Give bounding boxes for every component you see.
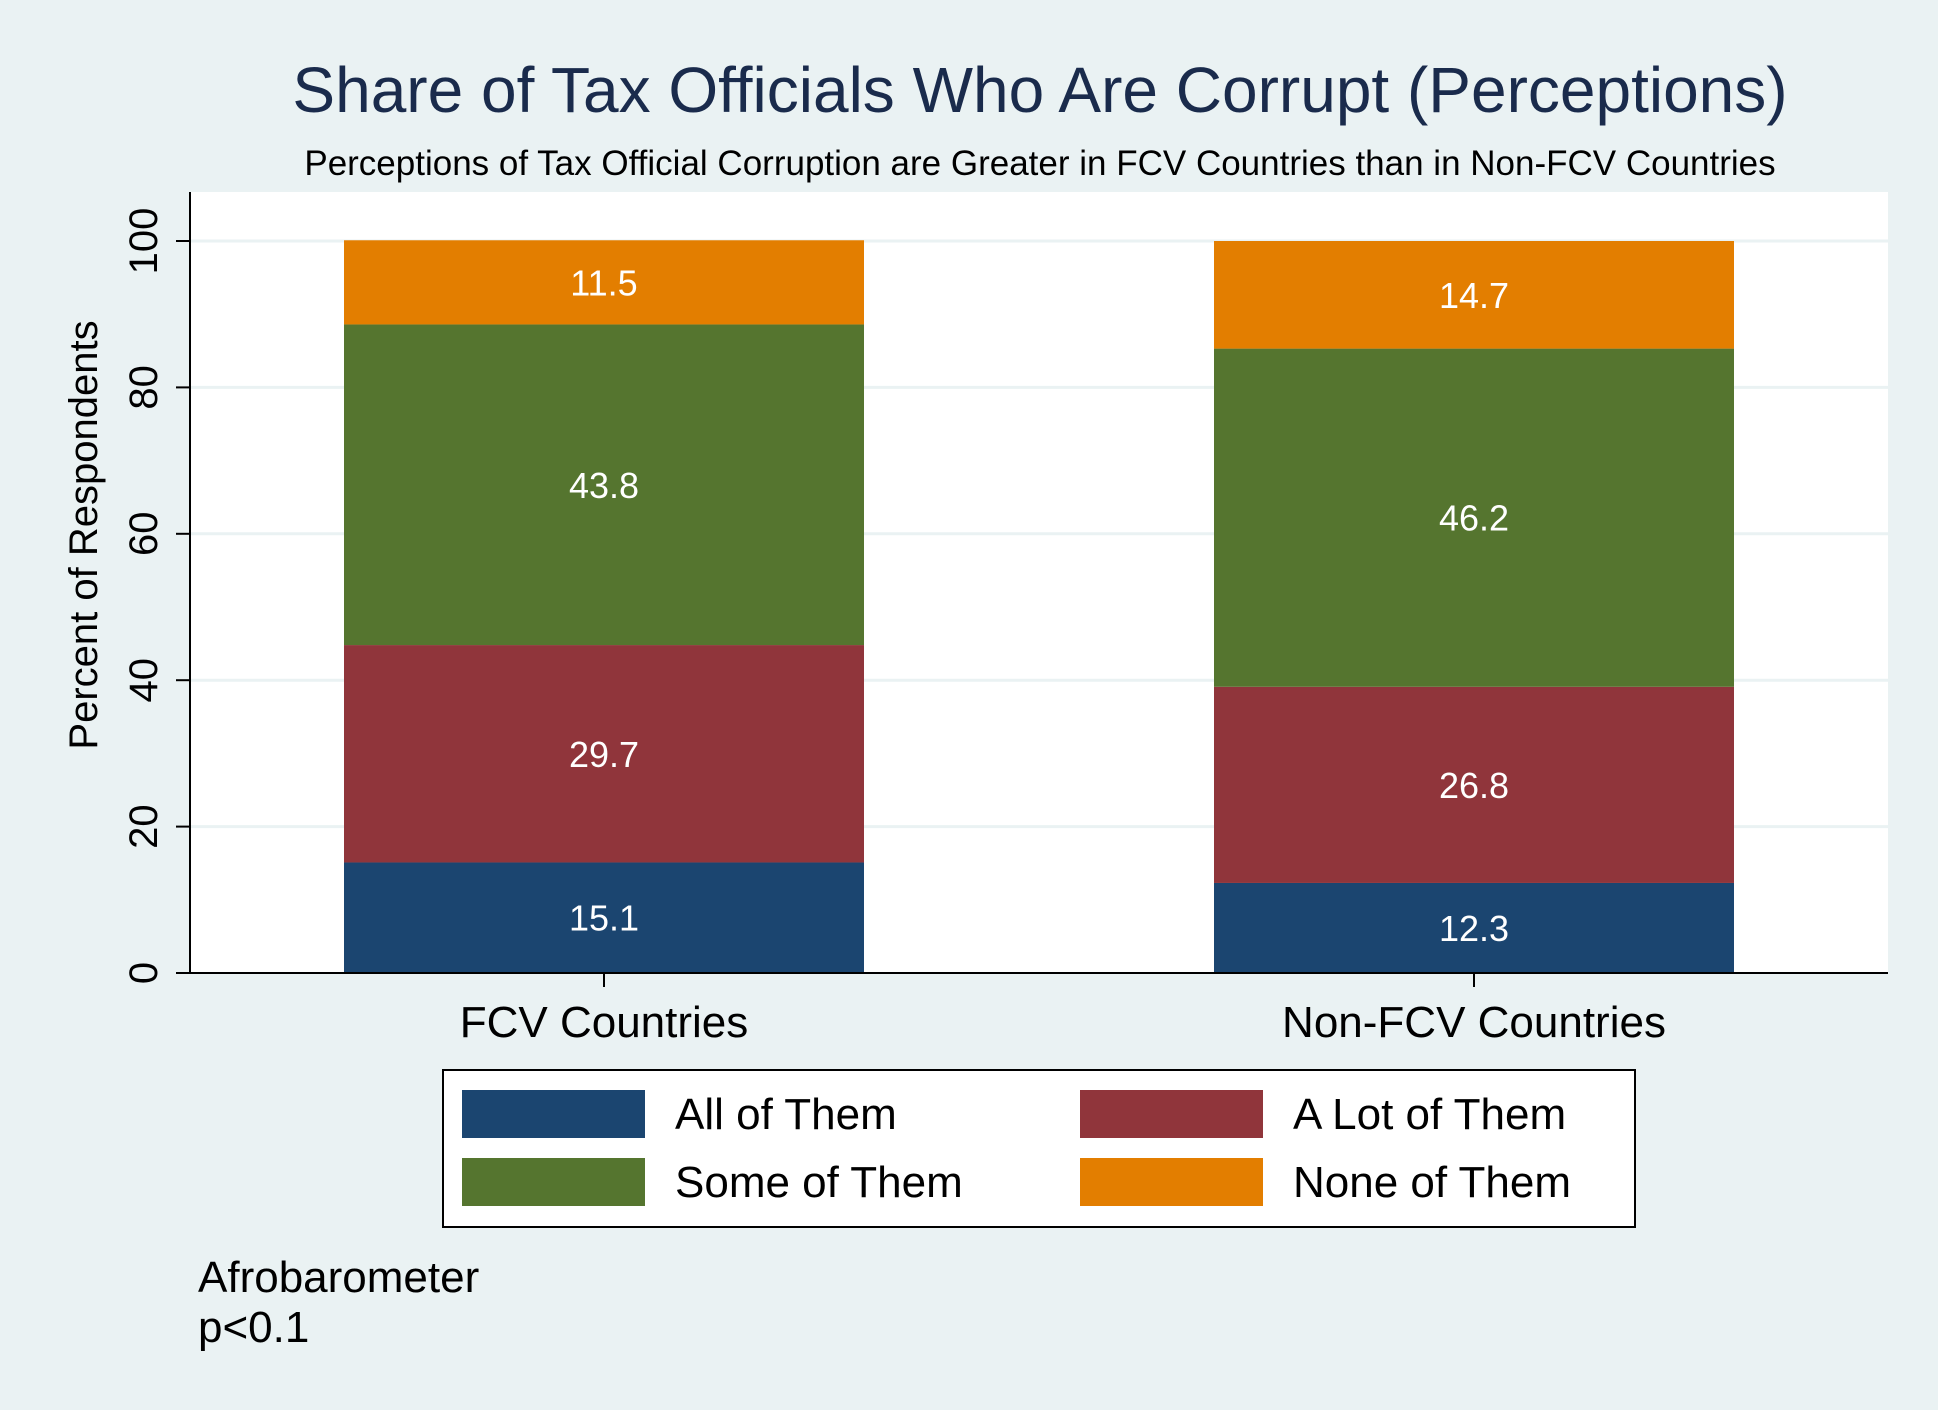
bars (344, 240, 1734, 973)
data-label: 29.7 (569, 734, 639, 775)
y-axis-label: Percent of Respondents (62, 320, 106, 749)
data-label: 46.2 (1439, 498, 1509, 539)
legend-swatch (1080, 1158, 1263, 1206)
legend-label: None of Them (1293, 1158, 1571, 1207)
y-tick-label: 0 (122, 962, 166, 984)
legend-swatch (462, 1158, 645, 1206)
bar-segment (344, 645, 864, 863)
legend-label: A Lot of Them (1293, 1090, 1566, 1139)
y-tick-label: 20 (122, 804, 166, 849)
data-label: 15.1 (569, 898, 639, 939)
legend-items: All of Them A Lot of Them Some of Them None… (462, 1090, 1571, 1207)
bar-segment (1214, 686, 1734, 883)
bar-segment (344, 240, 864, 325)
data-label: 12.3 (1439, 908, 1509, 949)
significance-note: p<0.1 (198, 1303, 310, 1352)
chart-subtitle: Perceptions of Tax Official Corruption a… (304, 144, 1775, 183)
bar-segment (1214, 348, 1734, 687)
bar-segment (344, 324, 864, 646)
y-tick-label: 80 (122, 365, 166, 410)
x-tick-label: Non-FCV Countries (1282, 998, 1666, 1047)
y-tick-label: 60 (122, 512, 166, 557)
data-label: 11.5 (570, 262, 637, 303)
x-axis-tick-labels: FCV Countries Non-FCV Countries (460, 973, 1666, 1047)
legend-swatch (462, 1090, 645, 1138)
legend-label: All of Them (675, 1090, 897, 1139)
legend-swatch (1080, 1090, 1263, 1138)
data-label: 14.7 (1439, 275, 1509, 316)
y-tick-label: 100 (122, 208, 166, 275)
y-tick-label: 40 (122, 658, 166, 703)
x-tick-label: FCV Countries (460, 998, 749, 1047)
legend-label: Some of Them (675, 1158, 963, 1207)
bar-segment (1214, 241, 1734, 349)
y-axis-ticks: 0 20 40 60 80 100 (122, 208, 190, 984)
segment-labels: 15.1 29.7 43.8 11.5 12.3 26.8 46.2 14.7 (569, 262, 1509, 949)
data-label: 43.8 (569, 465, 639, 506)
bar-segment (1214, 882, 1734, 973)
source-note: Afrobarometer (198, 1253, 480, 1302)
chart-title: Share of Tax Officials Who Are Corrupt (… (292, 54, 1787, 126)
data-label: 26.8 (1439, 765, 1509, 806)
bar-segment (344, 862, 864, 973)
